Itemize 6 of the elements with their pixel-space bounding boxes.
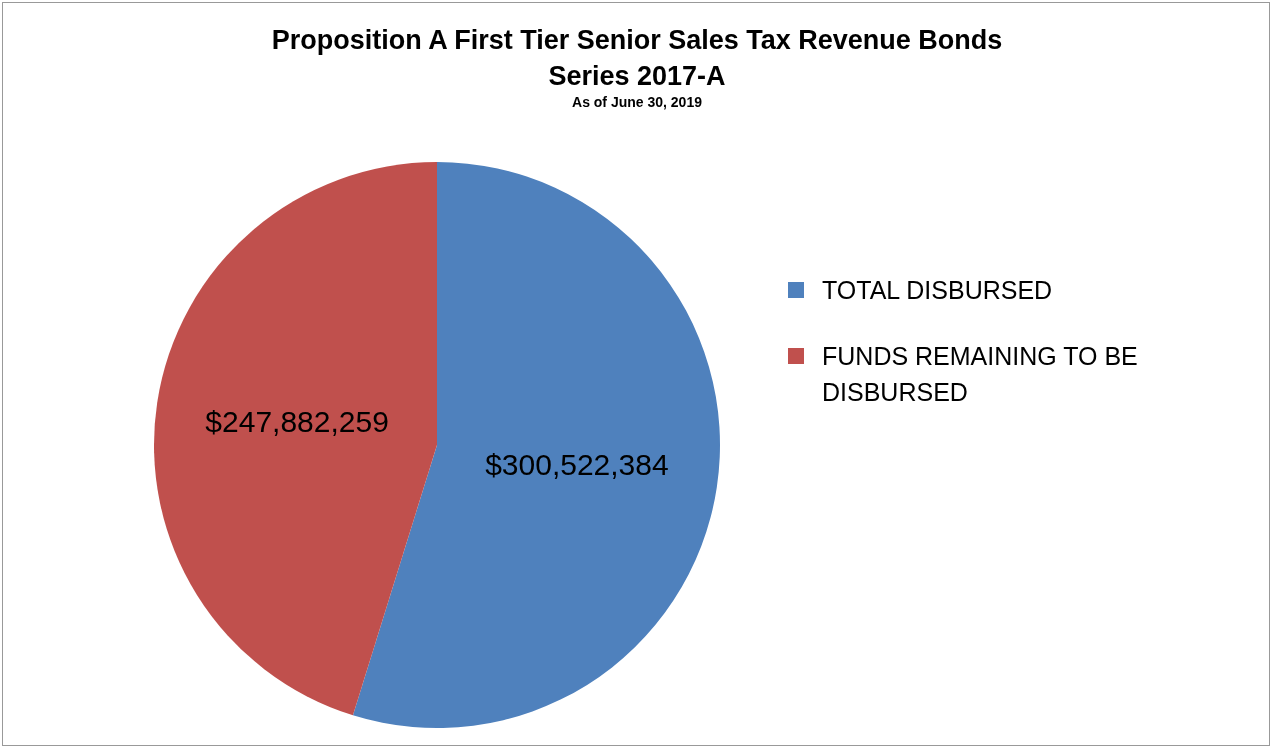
chart-title: Proposition A First Tier Senior Sales Tax Revenue Bonds Series 2017-A — [270, 24, 1004, 93]
legend-label: FUNDS REMAINING TO BE DISBURSED — [822, 341, 1139, 408]
chart-subtitle: As of June 30, 2019 — [571, 94, 703, 110]
data-label: $300,522,384 — [485, 447, 669, 481]
legend-label: TOTAL DISBURSED — [822, 275, 1053, 306]
data-label: $247,882,259 — [205, 405, 389, 439]
